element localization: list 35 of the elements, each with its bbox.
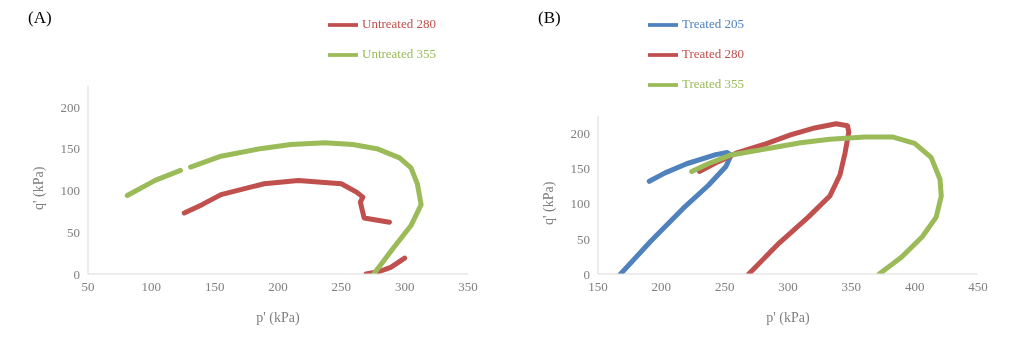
y-axis-title: q' (kPa) <box>30 166 47 210</box>
x-tick-label: 350 <box>841 279 862 295</box>
y-tick-label: 200 <box>60 99 80 115</box>
y-tick-label: 50 <box>577 231 590 247</box>
x-tick-label: 200 <box>651 279 672 295</box>
legend-label: Treated 280 <box>682 45 744 61</box>
y-axis-title: q' (kPa) <box>540 181 557 225</box>
x-tick-label: 300 <box>778 279 798 295</box>
legend-label: Treated 355 <box>682 75 744 91</box>
x-tick-label: 150 <box>588 279 608 295</box>
x-tick-label: 150 <box>204 279 225 295</box>
y-tick-label: 150 <box>60 141 80 157</box>
x-tick-label: 350 <box>458 279 478 295</box>
x-tick-label: 250 <box>331 279 352 295</box>
legend-label: Treated 205 <box>682 15 744 31</box>
y-tick-label: 100 <box>60 183 80 199</box>
legend-label: Untreated 355 <box>362 45 437 61</box>
y-tick-label: 0 <box>73 266 80 282</box>
y-tick-label: 50 <box>67 224 80 240</box>
x-axis-title: p' (kPa) <box>766 310 810 326</box>
x-tick-label: 100 <box>141 279 162 295</box>
chart-title: (A) <box>28 8 52 28</box>
x-axis-title: p' (kPa) <box>256 310 300 326</box>
x-tick-label: 250 <box>714 279 735 295</box>
x-tick-label: 450 <box>968 279 988 295</box>
y-tick-label: 0 <box>583 266 590 282</box>
x-tick-label: 300 <box>394 279 415 295</box>
y-tick-label: 150 <box>570 161 590 177</box>
y-tick-label: 100 <box>570 196 590 212</box>
x-tick-label: 200 <box>268 279 288 295</box>
x-tick-label: 50 <box>81 279 95 295</box>
chart-title: (B) <box>538 8 561 28</box>
x-tick-label: 400 <box>904 279 925 295</box>
legend-label: Untreated 280 <box>362 15 437 31</box>
y-tick-label: 200 <box>570 126 590 142</box>
